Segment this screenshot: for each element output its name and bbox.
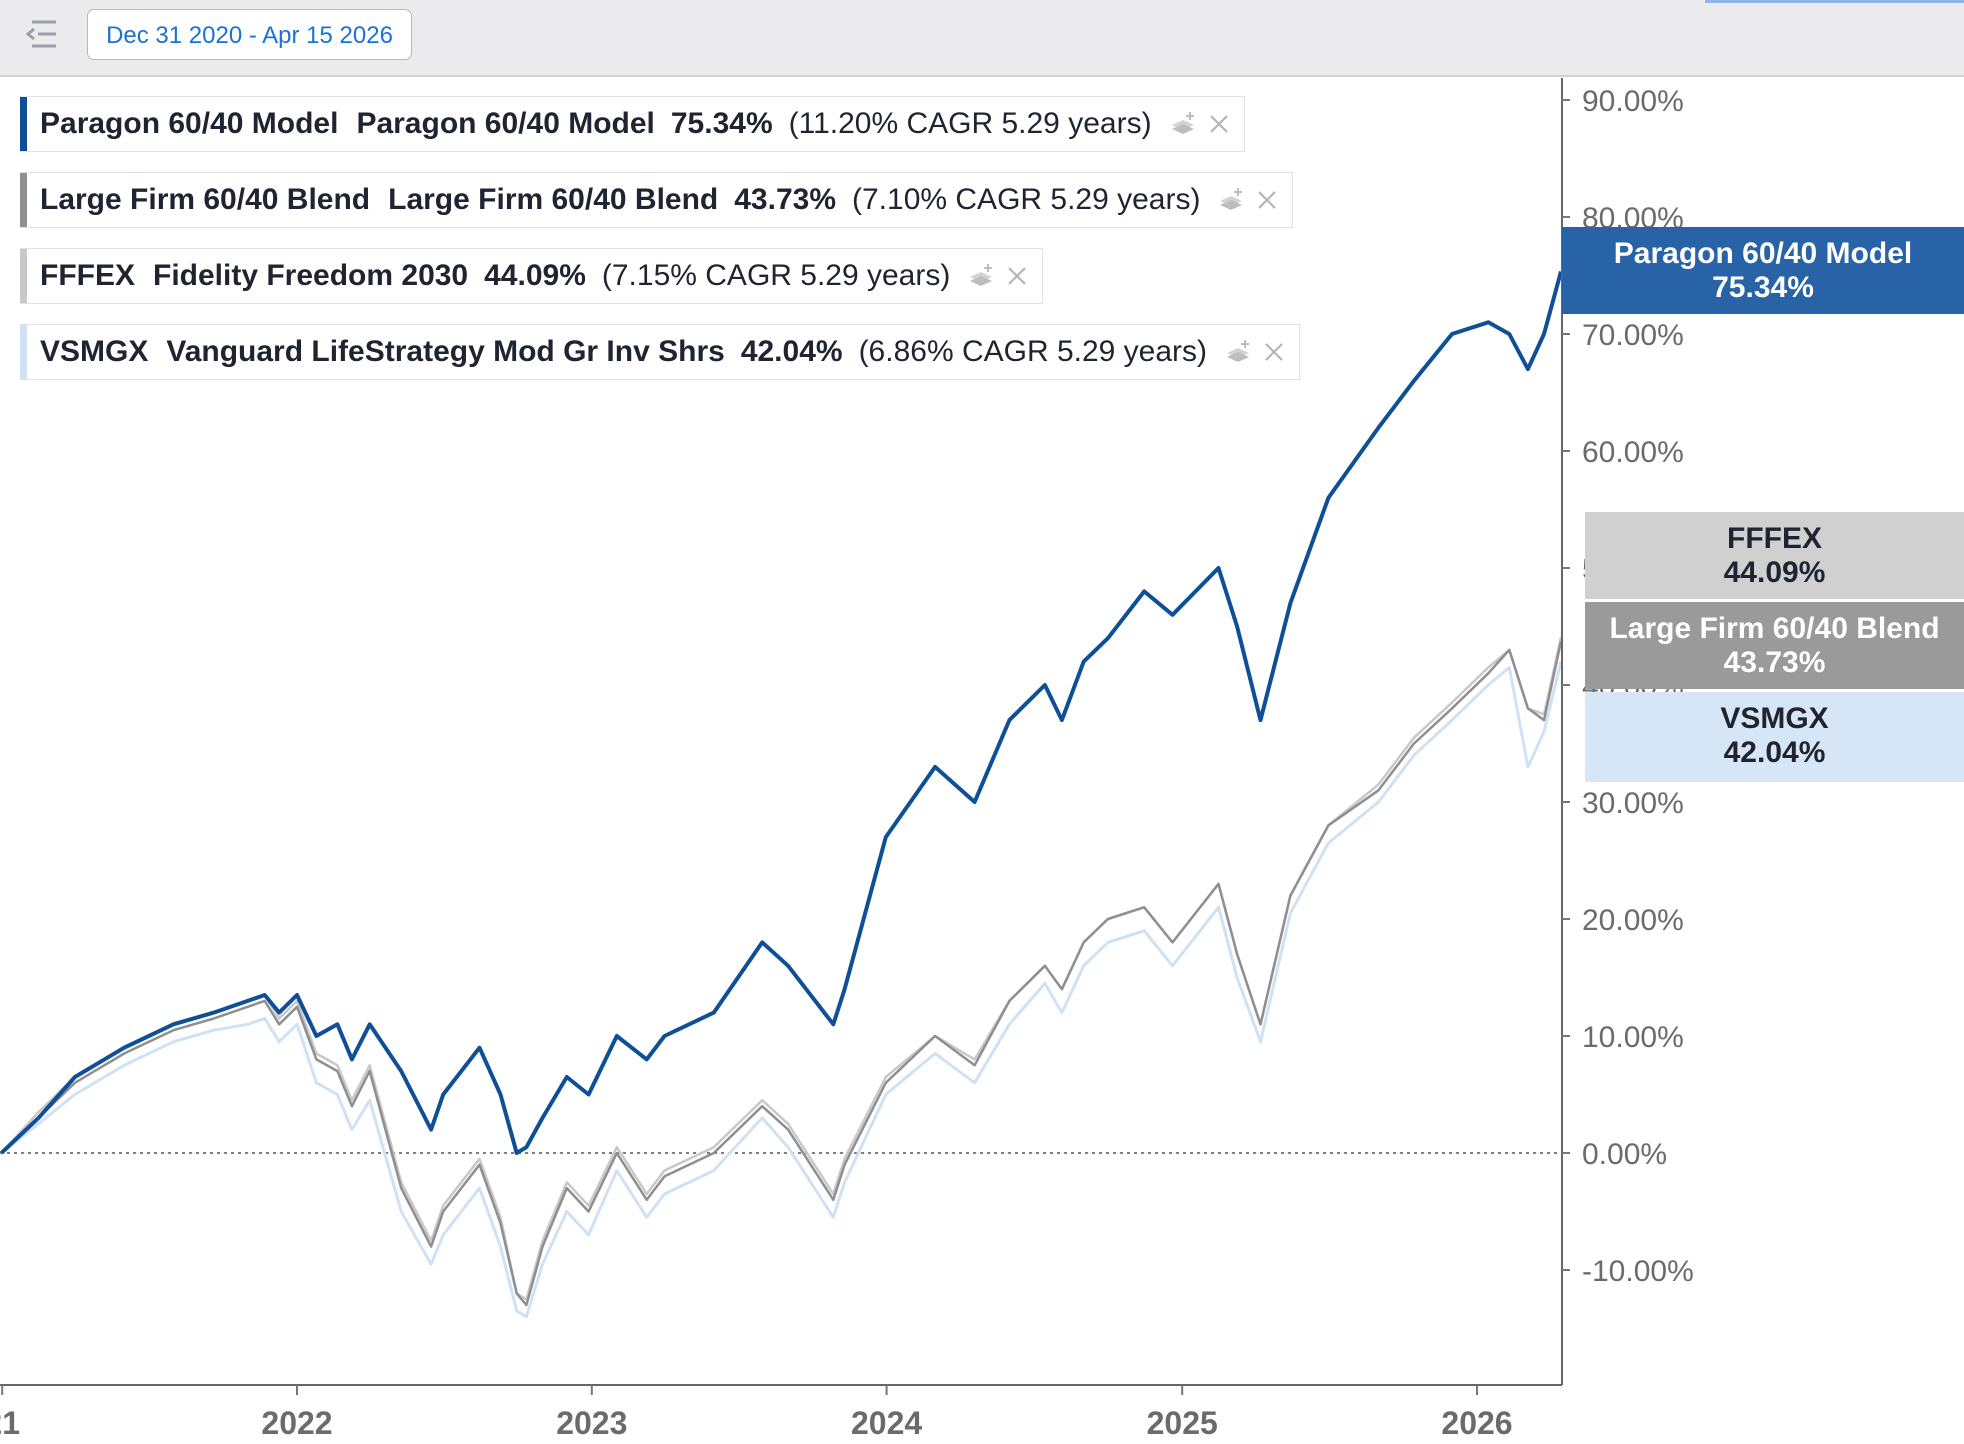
layers-add-icon[interactable]: [1168, 109, 1198, 139]
legend-swatch: [20, 173, 27, 227]
toolbar: Dec 31 2020 - Apr 15 2026: [0, 0, 1964, 77]
end-label-title: VSMGX: [1720, 702, 1828, 735]
end-label-value: 43.73%: [1724, 646, 1826, 679]
end-label-value: 42.04%: [1724, 736, 1826, 769]
end-label-box: [1585, 602, 1964, 689]
end-label-box: [1562, 227, 1964, 314]
list-collapse-icon[interactable]: [22, 14, 62, 54]
legend-cagr: (11.20% CAGR 5.29 years): [788, 107, 1152, 140]
end-label-title: FFFEX: [1727, 522, 1822, 555]
close-icon[interactable]: [1006, 265, 1028, 287]
end-label-box: [1585, 692, 1964, 782]
end-label-box: [1585, 512, 1964, 599]
legend-symbol: Paragon 60/40 Model: [40, 107, 339, 140]
toolbar-accent: [1705, 0, 1964, 3]
y-tick-label: 30.00%: [1582, 787, 1684, 820]
legend-cagr: (7.10% CAGR 5.29 years): [852, 183, 1201, 216]
legend-item-paragon[interactable]: Paragon 60/40 Model Paragon 60/40 Model …: [20, 96, 1245, 152]
layers-add-icon[interactable]: [966, 261, 996, 291]
series-line-paragon-60-40-model: [0, 270, 1563, 1155]
legend-swatch: [20, 325, 27, 379]
x-axis-ticks: 21 2022 2023 2024 2025 2026: [0, 1385, 1513, 1441]
series-line-large-firm-60-40-blend: [0, 641, 1563, 1307]
series-line-fffex: [0, 636, 1563, 1301]
end-label-value: 44.09%: [1724, 556, 1826, 589]
date-range-button[interactable]: Dec 31 2020 - Apr 15 2026: [87, 9, 412, 60]
series-line-vsmgx: [0, 660, 1563, 1319]
legend-item-vsmgx[interactable]: VSMGX Vanguard LifeStrategy Mod Gr Inv S…: [20, 324, 1301, 380]
legend-item-fffex[interactable]: FFFEX Fidelity Freedom 2030 44.09% (7.15…: [20, 248, 1044, 304]
y-tick-label: 90.00%: [1582, 85, 1684, 118]
legend-total: 42.04%: [740, 335, 843, 368]
end-label-title: Paragon 60/40 Model: [1614, 237, 1912, 270]
legend-name: Fidelity Freedom 2030: [153, 259, 469, 292]
series-end-labels: Paragon 60/40 Model75.34%FFFEX44.09%Larg…: [1562, 227, 1964, 782]
y-tick-label: 60.00%: [1582, 436, 1684, 469]
legend-symbol: VSMGX: [40, 335, 149, 368]
legend-swatch: [20, 249, 27, 303]
x-tick-label: 2024: [851, 1405, 922, 1441]
legend-name: Paragon 60/40 Model: [356, 107, 655, 140]
x-tick-label: 2023: [556, 1405, 627, 1441]
legend-symbol: FFFEX: [40, 259, 135, 292]
y-tick-label: 0.00%: [1582, 1138, 1667, 1171]
y-tick-label: -10.00%: [1582, 1255, 1694, 1288]
end-label-value: 75.34%: [1712, 271, 1814, 304]
legend-swatch: [20, 97, 27, 151]
legend-cagr: (6.86% CAGR 5.29 years): [858, 335, 1208, 368]
series-lines: [0, 270, 1563, 1319]
close-icon[interactable]: [1208, 113, 1230, 135]
layers-add-icon[interactable]: [1223, 337, 1253, 367]
y-tick-label: 10.00%: [1582, 1021, 1684, 1054]
x-tick-label: 21: [0, 1405, 20, 1441]
close-icon[interactable]: [1263, 341, 1285, 363]
legend-item-large-firm[interactable]: Large Firm 60/40 Blend Large Firm 60/40 …: [20, 172, 1294, 228]
x-tick-label: 2025: [1147, 1405, 1218, 1441]
x-tick-label: 2022: [261, 1405, 332, 1441]
x-tick-label: 2026: [1441, 1405, 1512, 1441]
legend-total: 75.34%: [670, 107, 773, 140]
y-tick-label: 20.00%: [1582, 904, 1684, 937]
y-tick-label: 70.00%: [1582, 319, 1684, 352]
legend-cagr: (7.15% CAGR 5.29 years): [601, 259, 951, 292]
legend-name: Vanguard LifeStrategy Mod Gr Inv Shrs: [166, 335, 725, 368]
close-icon[interactable]: [1256, 189, 1278, 211]
layers-add-icon[interactable]: [1216, 185, 1246, 215]
end-label-title: Large Firm 60/40 Blend: [1609, 612, 1939, 645]
legend-total: 43.73%: [734, 183, 836, 216]
legend-symbol: Large Firm 60/40 Blend: [40, 183, 371, 216]
legend-name: Large Firm 60/40 Blend: [388, 183, 719, 216]
legend-total: 44.09%: [484, 259, 586, 292]
